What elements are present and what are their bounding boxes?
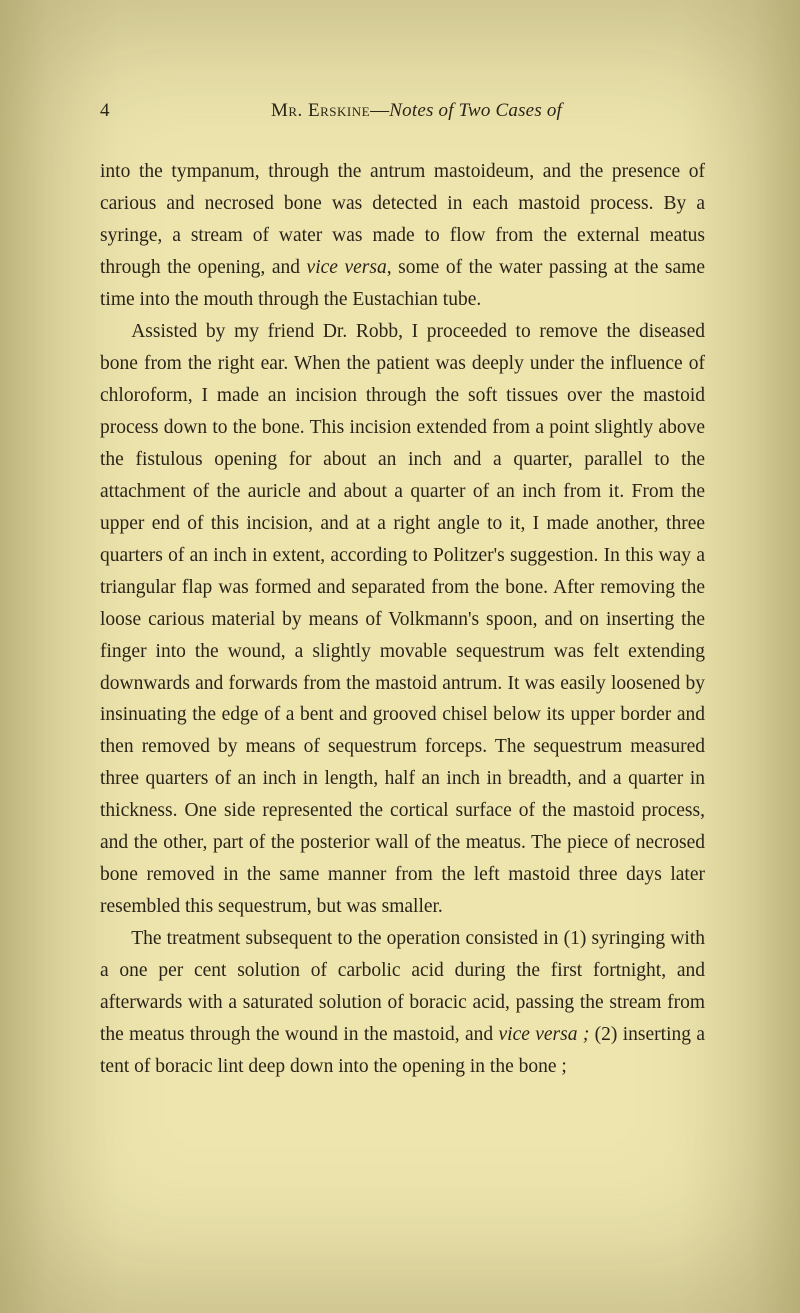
- page-number: 4: [100, 100, 128, 122]
- running-head-dash: —: [370, 100, 389, 121]
- body-text: into the tympanum, through the antrum ma…: [100, 156, 705, 1083]
- running-head-title: Notes of Two Cases of: [389, 100, 562, 121]
- paragraph-3-ital: vice versa ;: [499, 1024, 590, 1045]
- running-head: Mr. Erskine—Notes of Two Cases of: [128, 100, 705, 122]
- running-head-author: Mr. Erskine: [271, 100, 370, 121]
- scanned-page: 4 Mr. Erskine—Notes of Two Cases of into…: [0, 0, 800, 1313]
- page-header: 4 Mr. Erskine—Notes of Two Cases of: [100, 100, 705, 122]
- paragraph-3: The treatment subsequent to the operatio…: [100, 923, 705, 1083]
- paragraph-2: Assisted by my friend Dr. Robb, I procee…: [100, 316, 705, 923]
- paragraph-1-ital: vice versa: [307, 257, 387, 278]
- paragraph-1: into the tympanum, through the antrum ma…: [100, 156, 705, 316]
